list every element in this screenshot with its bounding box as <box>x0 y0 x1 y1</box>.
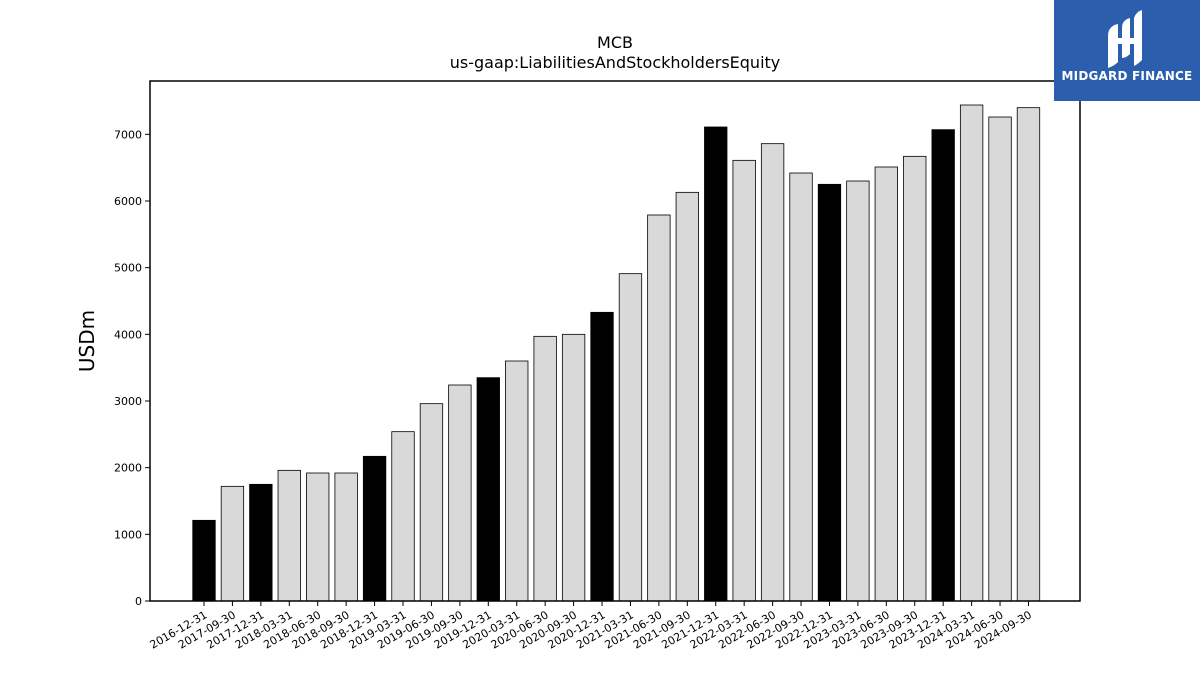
y-tick-label: 0 <box>135 595 142 608</box>
bar-2023-06-30 <box>874 166 898 602</box>
bar-2023-03-31 <box>846 180 870 602</box>
bar-2021-06-30 <box>647 214 671 602</box>
y-tick-label: 3000 <box>114 395 142 408</box>
bar-2017-09-30 <box>220 485 245 602</box>
bar-2018-06-30 <box>306 472 330 602</box>
bar-2019-03-31 <box>391 431 415 602</box>
bar-2019-12-31 <box>476 377 500 602</box>
bar-2018-09-30 <box>334 472 358 602</box>
bar-2022-03-31 <box>732 159 756 602</box>
y-axis-ticks: 0 1000 2000 3000 4000 5000 6000 7000 <box>114 128 150 608</box>
brand-name: MIDGARD FINANCE <box>1061 69 1193 83</box>
bar-2024-06-30 <box>988 116 1012 602</box>
y-tick-label: 6000 <box>114 195 142 208</box>
y-tick-label: 4000 <box>114 328 142 341</box>
bar-2021-09-30 <box>675 191 699 602</box>
bars-group <box>192 104 1041 602</box>
bar-2019-06-30 <box>419 403 444 602</box>
bar-2024-03-31 <box>959 104 984 602</box>
chart-subtitle: us-gaap:LiabilitiesAndStockholdersEquity <box>450 53 781 72</box>
bar-2016-12-31 <box>192 519 216 602</box>
bar-2021-03-31 <box>618 273 643 602</box>
bar-2020-09-30 <box>561 333 586 602</box>
bar-2020-03-31 <box>505 360 529 602</box>
y-tick-label: 7000 <box>114 128 142 141</box>
bar-2024-09-30 <box>1016 107 1041 602</box>
y-tick-label: 1000 <box>114 528 142 541</box>
bar-2023-12-31 <box>931 129 955 602</box>
bar-2020-06-30 <box>533 335 557 602</box>
bar-2017-12-31 <box>249 483 273 602</box>
bar-2020-12-31 <box>590 311 614 602</box>
bar-2018-03-31 <box>277 469 301 602</box>
bar-2021-12-31 <box>704 126 728 602</box>
x-axis-ticks: 2016-12-312017-09-302017-12-312018-03-31… <box>148 601 1034 652</box>
midgard-logo-icon <box>1108 10 1142 68</box>
y-tick-label: 2000 <box>114 462 142 475</box>
bar-2022-09-30 <box>789 172 813 602</box>
y-axis-label: USDm <box>75 310 99 372</box>
bar-2023-09-30 <box>903 155 927 602</box>
chart-title: MCB <box>597 33 633 52</box>
bar-2022-12-31 <box>817 183 842 602</box>
bar-2018-12-31 <box>362 455 387 602</box>
y-tick-label: 5000 <box>114 262 142 275</box>
bar-2022-06-30 <box>760 143 785 602</box>
bar-2019-09-30 <box>448 384 472 602</box>
midgard-finance-logo: MIDGARD FINANCE <box>1054 0 1200 101</box>
plot-frame <box>149 80 1081 602</box>
